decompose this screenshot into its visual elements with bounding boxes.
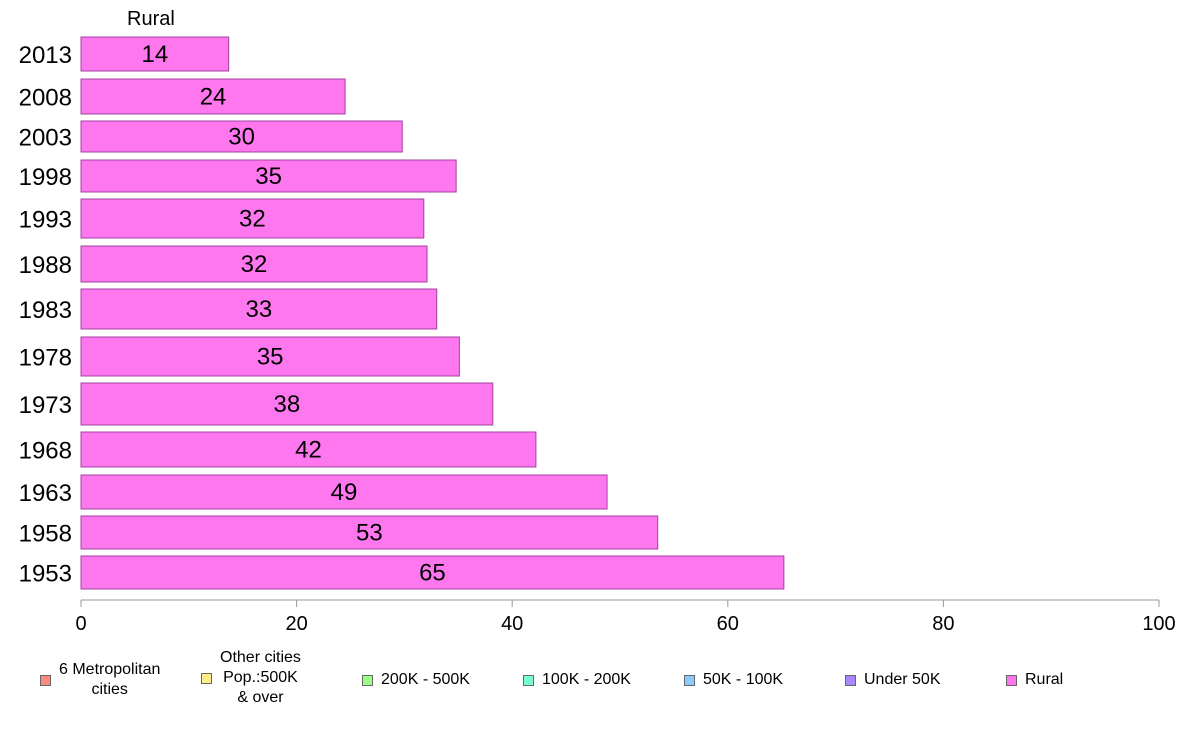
x-tick-label: 0 bbox=[75, 613, 86, 635]
bar bbox=[80, 198, 425, 239]
category-label: 1988 bbox=[19, 252, 72, 279]
bar bbox=[80, 159, 457, 193]
bar-value-label: 33 bbox=[246, 296, 273, 323]
bar bbox=[80, 382, 494, 426]
legend-swatch bbox=[201, 672, 212, 684]
category-label: 1968 bbox=[19, 438, 72, 465]
x-tick-label: 80 bbox=[932, 613, 954, 635]
legend-item-50k-100k: 50K - 100K bbox=[684, 670, 783, 690]
legend-item-100k-200k: 100K - 200K bbox=[523, 670, 631, 690]
category-label: 1998 bbox=[19, 164, 72, 191]
legend-item-under-50k: Under 50K bbox=[845, 670, 941, 690]
legend-label: 6 Metropolitan cities bbox=[59, 661, 161, 698]
legend-label: Under 50K bbox=[864, 671, 941, 688]
category-label: 1983 bbox=[19, 297, 72, 324]
bar bbox=[80, 245, 428, 283]
x-tick-label: 60 bbox=[717, 613, 739, 635]
bar-value-label: 42 bbox=[295, 437, 322, 464]
legend-label: Other cities Pop.:500K & over bbox=[220, 649, 301, 706]
legend-swatch bbox=[1006, 674, 1017, 686]
bar bbox=[80, 515, 659, 550]
category-label: 1978 bbox=[19, 345, 72, 372]
legend-label: 100K - 200K bbox=[542, 671, 631, 688]
category-label: 2008 bbox=[19, 85, 72, 112]
bar bbox=[80, 555, 785, 590]
bar-value-label: 32 bbox=[241, 251, 268, 278]
category-label: 1958 bbox=[19, 521, 72, 548]
category-label: 2003 bbox=[19, 125, 72, 152]
bar-value-label: 32 bbox=[239, 206, 266, 233]
category-label: 1993 bbox=[19, 207, 72, 234]
bar bbox=[80, 474, 608, 510]
legend-swatch bbox=[362, 674, 373, 686]
legend-swatch bbox=[684, 674, 695, 686]
x-tick-label: 20 bbox=[285, 613, 307, 635]
legend-item-rural: Rural bbox=[1006, 670, 1063, 690]
legend: 6 Metropolitan cities Other cities Pop.:… bbox=[0, 648, 1188, 728]
legend-label: Rural bbox=[1025, 671, 1064, 688]
category-label: 2013 bbox=[19, 42, 72, 69]
bar-value-label: 14 bbox=[141, 41, 168, 68]
legend-label: 50K - 100K bbox=[703, 671, 784, 688]
bar bbox=[80, 336, 460, 377]
x-tick-label: 40 bbox=[501, 613, 523, 635]
bar bbox=[80, 36, 230, 72]
legend-swatch bbox=[845, 674, 856, 686]
bar-value-label: 35 bbox=[255, 163, 282, 190]
panel-title: Rural bbox=[127, 8, 175, 30]
bar-value-label: 24 bbox=[200, 84, 227, 111]
bar-value-label: 38 bbox=[274, 391, 301, 418]
legend-swatch bbox=[40, 674, 51, 686]
x-tick-label: 100 bbox=[1142, 613, 1175, 635]
category-label: 1973 bbox=[19, 392, 72, 419]
legend-item-metropolitan: 6 Metropolitan cities bbox=[40, 660, 160, 700]
bar-value-label: 30 bbox=[228, 124, 255, 151]
bar bbox=[80, 288, 438, 330]
bar bbox=[80, 120, 403, 153]
bar-value-label: 53 bbox=[356, 520, 383, 547]
bar bbox=[80, 78, 346, 115]
bar-chart: 14 2013 24 2008 30 2003 35 1998 32 1993 32 1988 33 19… bbox=[19, 36, 1176, 635]
legend-label: 200K - 500K bbox=[381, 671, 470, 688]
bar bbox=[80, 431, 537, 468]
legend-swatch bbox=[523, 674, 534, 686]
category-label: 1963 bbox=[19, 480, 72, 507]
bar-value-label: 35 bbox=[257, 344, 284, 371]
bar-value-label: 49 bbox=[331, 479, 358, 506]
legend-item-other-cities: Other cities Pop.:500K & over bbox=[201, 648, 301, 708]
legend-item-200k-500k: 200K - 500K bbox=[362, 670, 470, 690]
bar-value-label: 65 bbox=[419, 560, 446, 587]
category-label: 1953 bbox=[19, 561, 72, 588]
